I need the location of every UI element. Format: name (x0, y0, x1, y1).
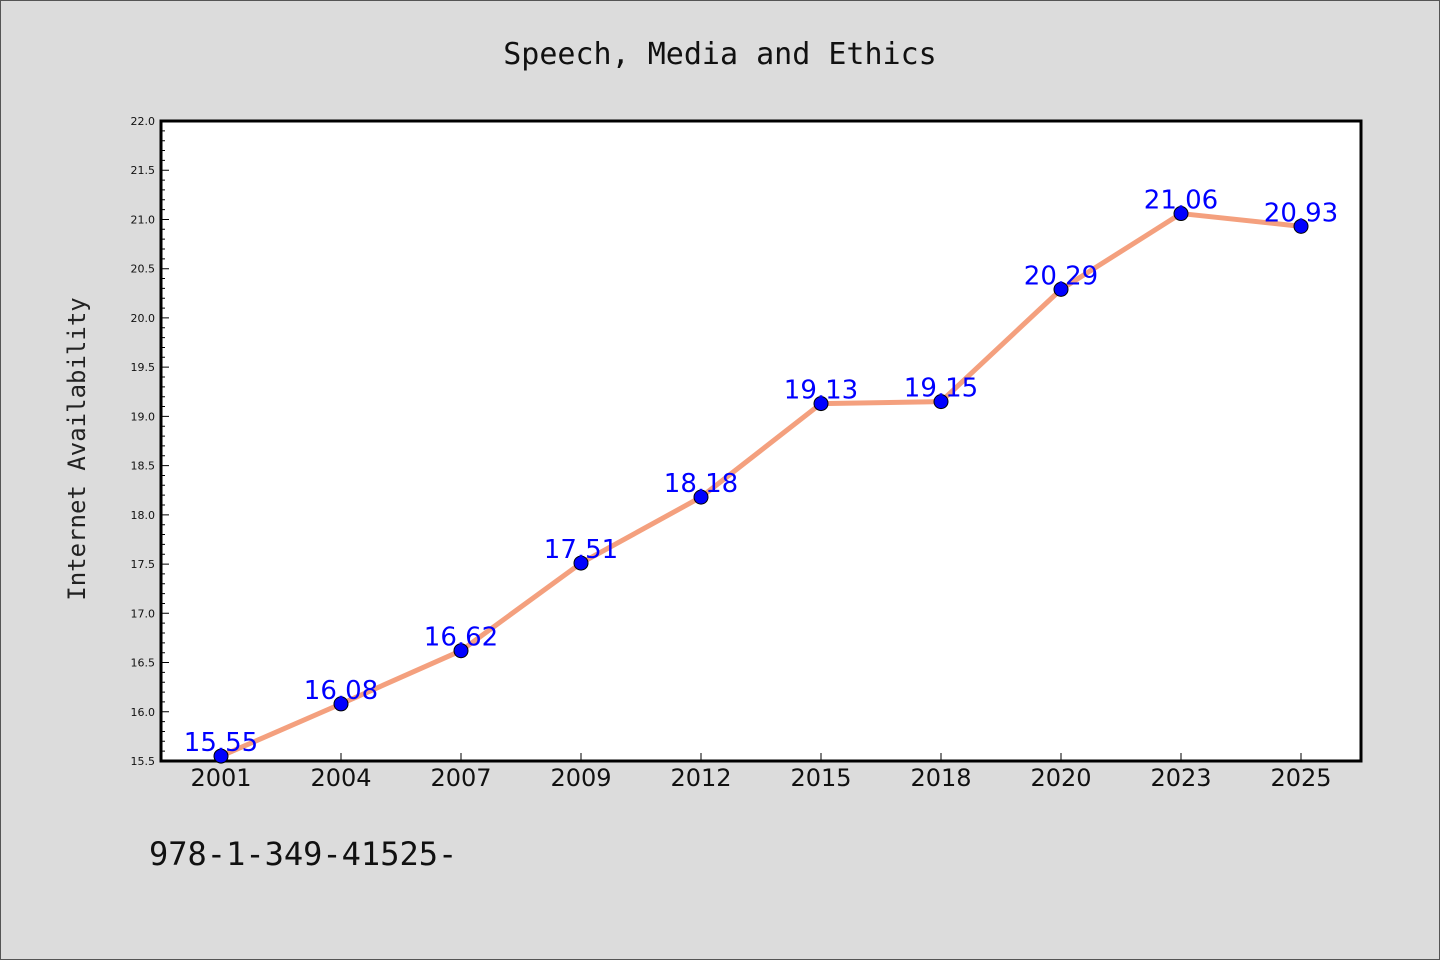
y-tick-label: 18.5 (131, 460, 156, 473)
y-axis: 15.5 16.0 16.5 17.0 17.5 18.0 18.5 19.0 19.5 20.0… (131, 115, 169, 768)
y-tick-label: 20.0 (131, 312, 156, 325)
x-tick-label: 2025 (1270, 764, 1331, 792)
data-point (573, 555, 589, 571)
data-label: 17.51 (544, 535, 618, 565)
data-label: 15.55 (184, 728, 258, 758)
x-tick-label: 2018 (910, 764, 971, 792)
data-label: 21.06 (1144, 186, 1218, 216)
data-point (453, 643, 469, 659)
data-point (1053, 281, 1069, 297)
data-point (1173, 206, 1189, 222)
x-tick-label: 2012 (670, 764, 731, 792)
data-point (333, 696, 349, 712)
y-tick-label: 18.0 (131, 509, 156, 522)
x-tick-label: 2015 (790, 764, 851, 792)
y-tick-label: 20.5 (131, 263, 156, 276)
data-point (1293, 218, 1309, 234)
y-tick-label: 16.5 (131, 657, 156, 670)
data-label: 19.15 (904, 374, 978, 404)
data-label: 16.62 (424, 623, 498, 653)
y-tick-label: 15.5 (131, 755, 156, 768)
x-tick-label: 2009 (550, 764, 611, 792)
data-point (933, 394, 949, 410)
y-tick-label: 21.0 (131, 213, 156, 226)
y-tick-label: 21.5 (131, 164, 156, 177)
series-line (220, 211, 1302, 759)
data-point (213, 748, 229, 764)
data-label: 18.18 (664, 469, 738, 499)
x-tick-label: 2007 (430, 764, 491, 792)
chart-title: Speech, Media and Ethics (503, 37, 936, 72)
y-tick-label: 16.0 (131, 706, 156, 719)
y-tick-label: 19.5 (131, 361, 156, 374)
series-group: 15.55 16.08 16.62 17.51 18.18 19.13 19.15 20.29… (184, 186, 1338, 764)
x-tick-label: 2020 (1030, 764, 1091, 792)
footer-text: 978-1-349-41525- (149, 835, 457, 873)
y-tick-label: 17.5 (131, 558, 156, 571)
data-label: 20.93 (1264, 198, 1338, 228)
y-axis-label: Internet Availability (63, 297, 91, 600)
x-axis: 2001 2004 2007 2009 2012 2015 2018 2020 2023 2025 (190, 753, 1332, 792)
y-axis-ticks (161, 120, 169, 762)
x-tick-label: 2004 (310, 764, 371, 792)
data-point (693, 489, 709, 505)
data-point (813, 396, 829, 412)
x-tick-label: 2001 (190, 764, 251, 792)
y-tick-label: 22.0 (131, 115, 156, 128)
data-label: 16.08 (304, 676, 378, 706)
x-tick-label: 2023 (1150, 764, 1211, 792)
data-label: 20.29 (1024, 261, 1098, 291)
y-tick-label: 17.0 (131, 607, 156, 620)
data-label: 19.13 (784, 376, 858, 406)
y-tick-label: 19.0 (131, 410, 156, 423)
